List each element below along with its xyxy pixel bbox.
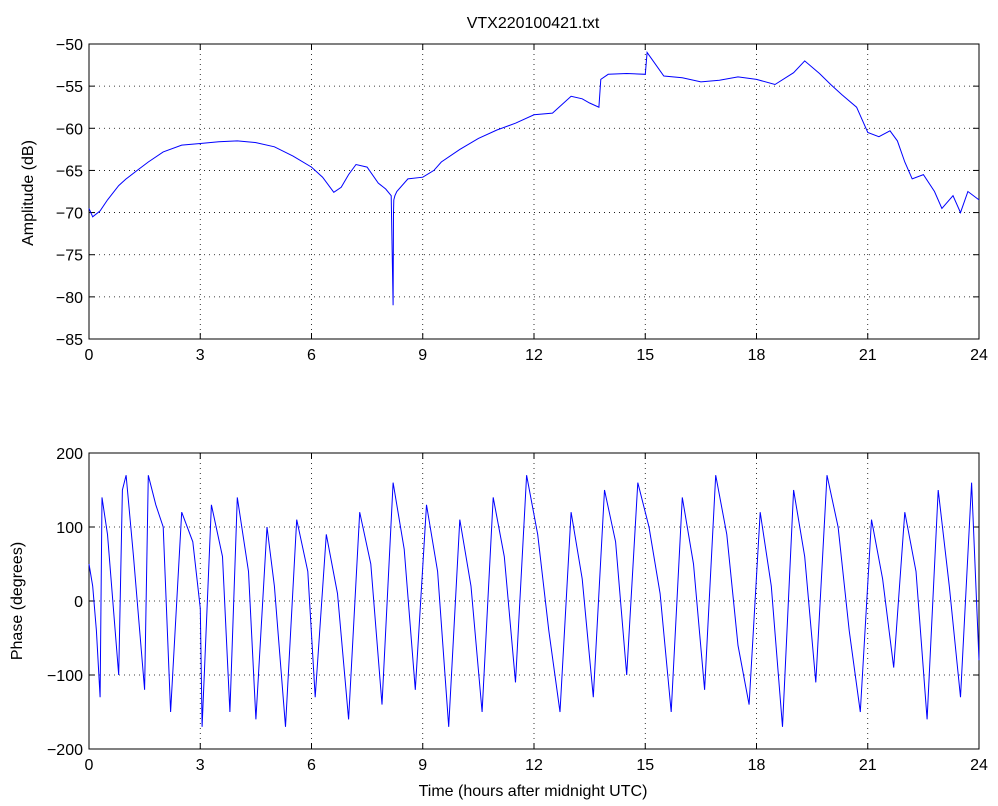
phase-y-tick-label: 200 [56, 446, 83, 463]
amplitude-y-tick-label: −60 [56, 121, 83, 138]
amplitude-plot: 0 3 6 9 12 15 18 21 24 −50 −55 −60 −65 −70 −75 −80 −85 [56, 37, 988, 364]
amplitude-x-tick-label: 9 [418, 347, 427, 364]
phase-y-tick-label: 100 [56, 520, 83, 537]
chart-title: VTX220100421.txt [467, 15, 600, 32]
amplitude-y-tick-label: −55 [56, 79, 83, 96]
amplitude-y-tick-label: −65 [56, 163, 83, 180]
amplitude-y-label: Amplitude (dB) [20, 140, 37, 246]
phase-x-tick-label: 21 [859, 757, 877, 774]
amplitude-x-tick-label: 21 [859, 347, 877, 364]
phase-x-tick-label: 9 [418, 757, 427, 774]
phase-x-tick-label: 3 [196, 757, 205, 774]
phase-x-tick-label: 12 [525, 757, 543, 774]
amplitude-y-tick-label: −70 [56, 206, 83, 223]
phase-x-tick-label: 24 [970, 757, 988, 774]
phase-x-tick-label: 6 [307, 757, 316, 774]
amplitude-series-line [88, 50, 980, 306]
amplitude-x-tick-label: 15 [636, 347, 654, 364]
phase-y-tick-label: −200 [47, 742, 83, 759]
amplitude-x-tick-label: 3 [196, 347, 205, 364]
phase-y-label: Phase (degrees) [9, 542, 26, 660]
amplitude-y-tick-label: −85 [56, 332, 83, 349]
amplitude-x-tick-label: 18 [748, 347, 766, 364]
amplitude-y-tick-label: −50 [56, 37, 83, 54]
amplitude-y-tick-label: −80 [56, 290, 83, 307]
x-axis-label: Time (hours after midnight UTC) [419, 783, 648, 800]
phase-series-line [88, 475, 980, 727]
amplitude-x-tick-label: 12 [525, 347, 543, 364]
phase-y-tick-label: −100 [47, 668, 83, 685]
phase-x-tick-label: 18 [748, 757, 766, 774]
amplitude-y-tick-label: −75 [56, 248, 83, 265]
phase-x-tick-label: 15 [636, 757, 654, 774]
amplitude-x-tick-label: 24 [970, 347, 988, 364]
phase-x-tick-label: 0 [85, 757, 94, 774]
phase-plot: 0 3 6 9 12 15 18 21 24 200 100 0 −100 −200 [47, 446, 988, 774]
amplitude-x-tick-label: 0 [85, 347, 94, 364]
phase-y-tick-label: 0 [74, 594, 83, 611]
amplitude-x-tick-label: 6 [307, 347, 316, 364]
